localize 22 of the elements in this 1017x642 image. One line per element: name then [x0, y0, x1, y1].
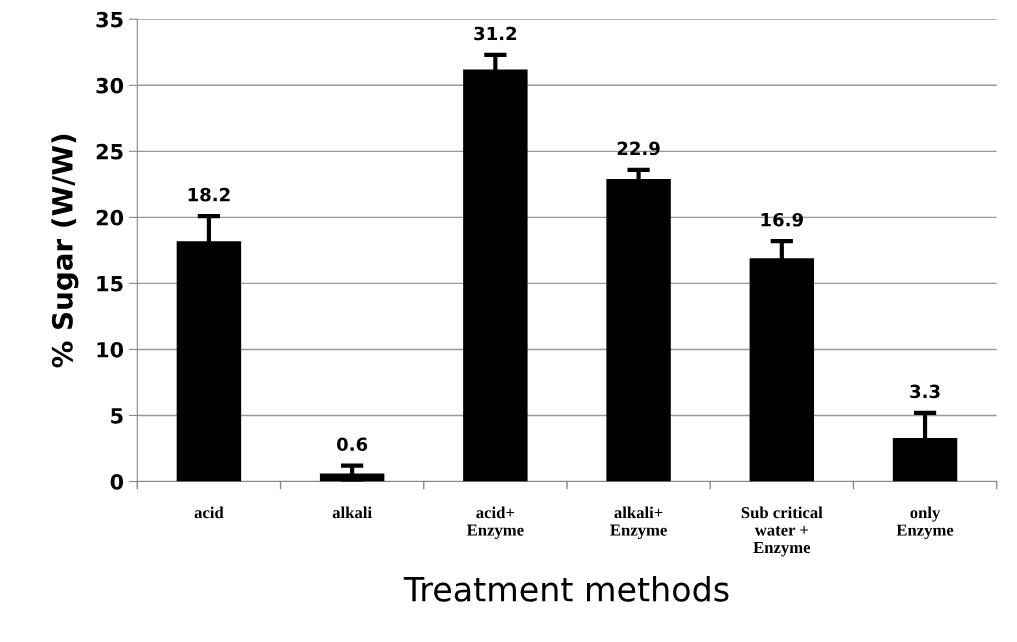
y-tick-label: 30 — [96, 77, 124, 94]
x-tick-label: acid — [194, 506, 224, 519]
y-tick-label: 35 — [96, 11, 123, 28]
data-label: 18.2 — [188, 187, 230, 202]
y-tick-label: 0 — [110, 473, 124, 490]
data-label: 22.9 — [617, 141, 660, 156]
y-tick-label: 10 — [97, 341, 124, 358]
y-tick-label: 5 — [111, 408, 123, 424]
x-tick-label: only Enzyme — [896, 506, 954, 540]
x-tick-label: alkali — [332, 506, 372, 519]
y-tick-label: 25 — [96, 143, 123, 160]
data-label: 0.6 — [337, 437, 368, 452]
y-tick-label: 20 — [96, 209, 124, 226]
data-label: 16.9 — [761, 212, 803, 227]
data-label: 31.2 — [474, 26, 517, 41]
data-label: 3.3 — [910, 384, 940, 399]
x-tick-label: Sub critical water + Enzyme — [741, 506, 823, 557]
x-tick-label: acid+ Enzyme — [466, 506, 524, 540]
x-tick-label: alkali+ Enzyme — [610, 506, 667, 540]
y-tick-label: 15 — [97, 276, 123, 292]
y-axis-title: % Sugar (W/W) — [51, 134, 79, 368]
x-axis-title: Treatment methods — [403, 575, 729, 602]
